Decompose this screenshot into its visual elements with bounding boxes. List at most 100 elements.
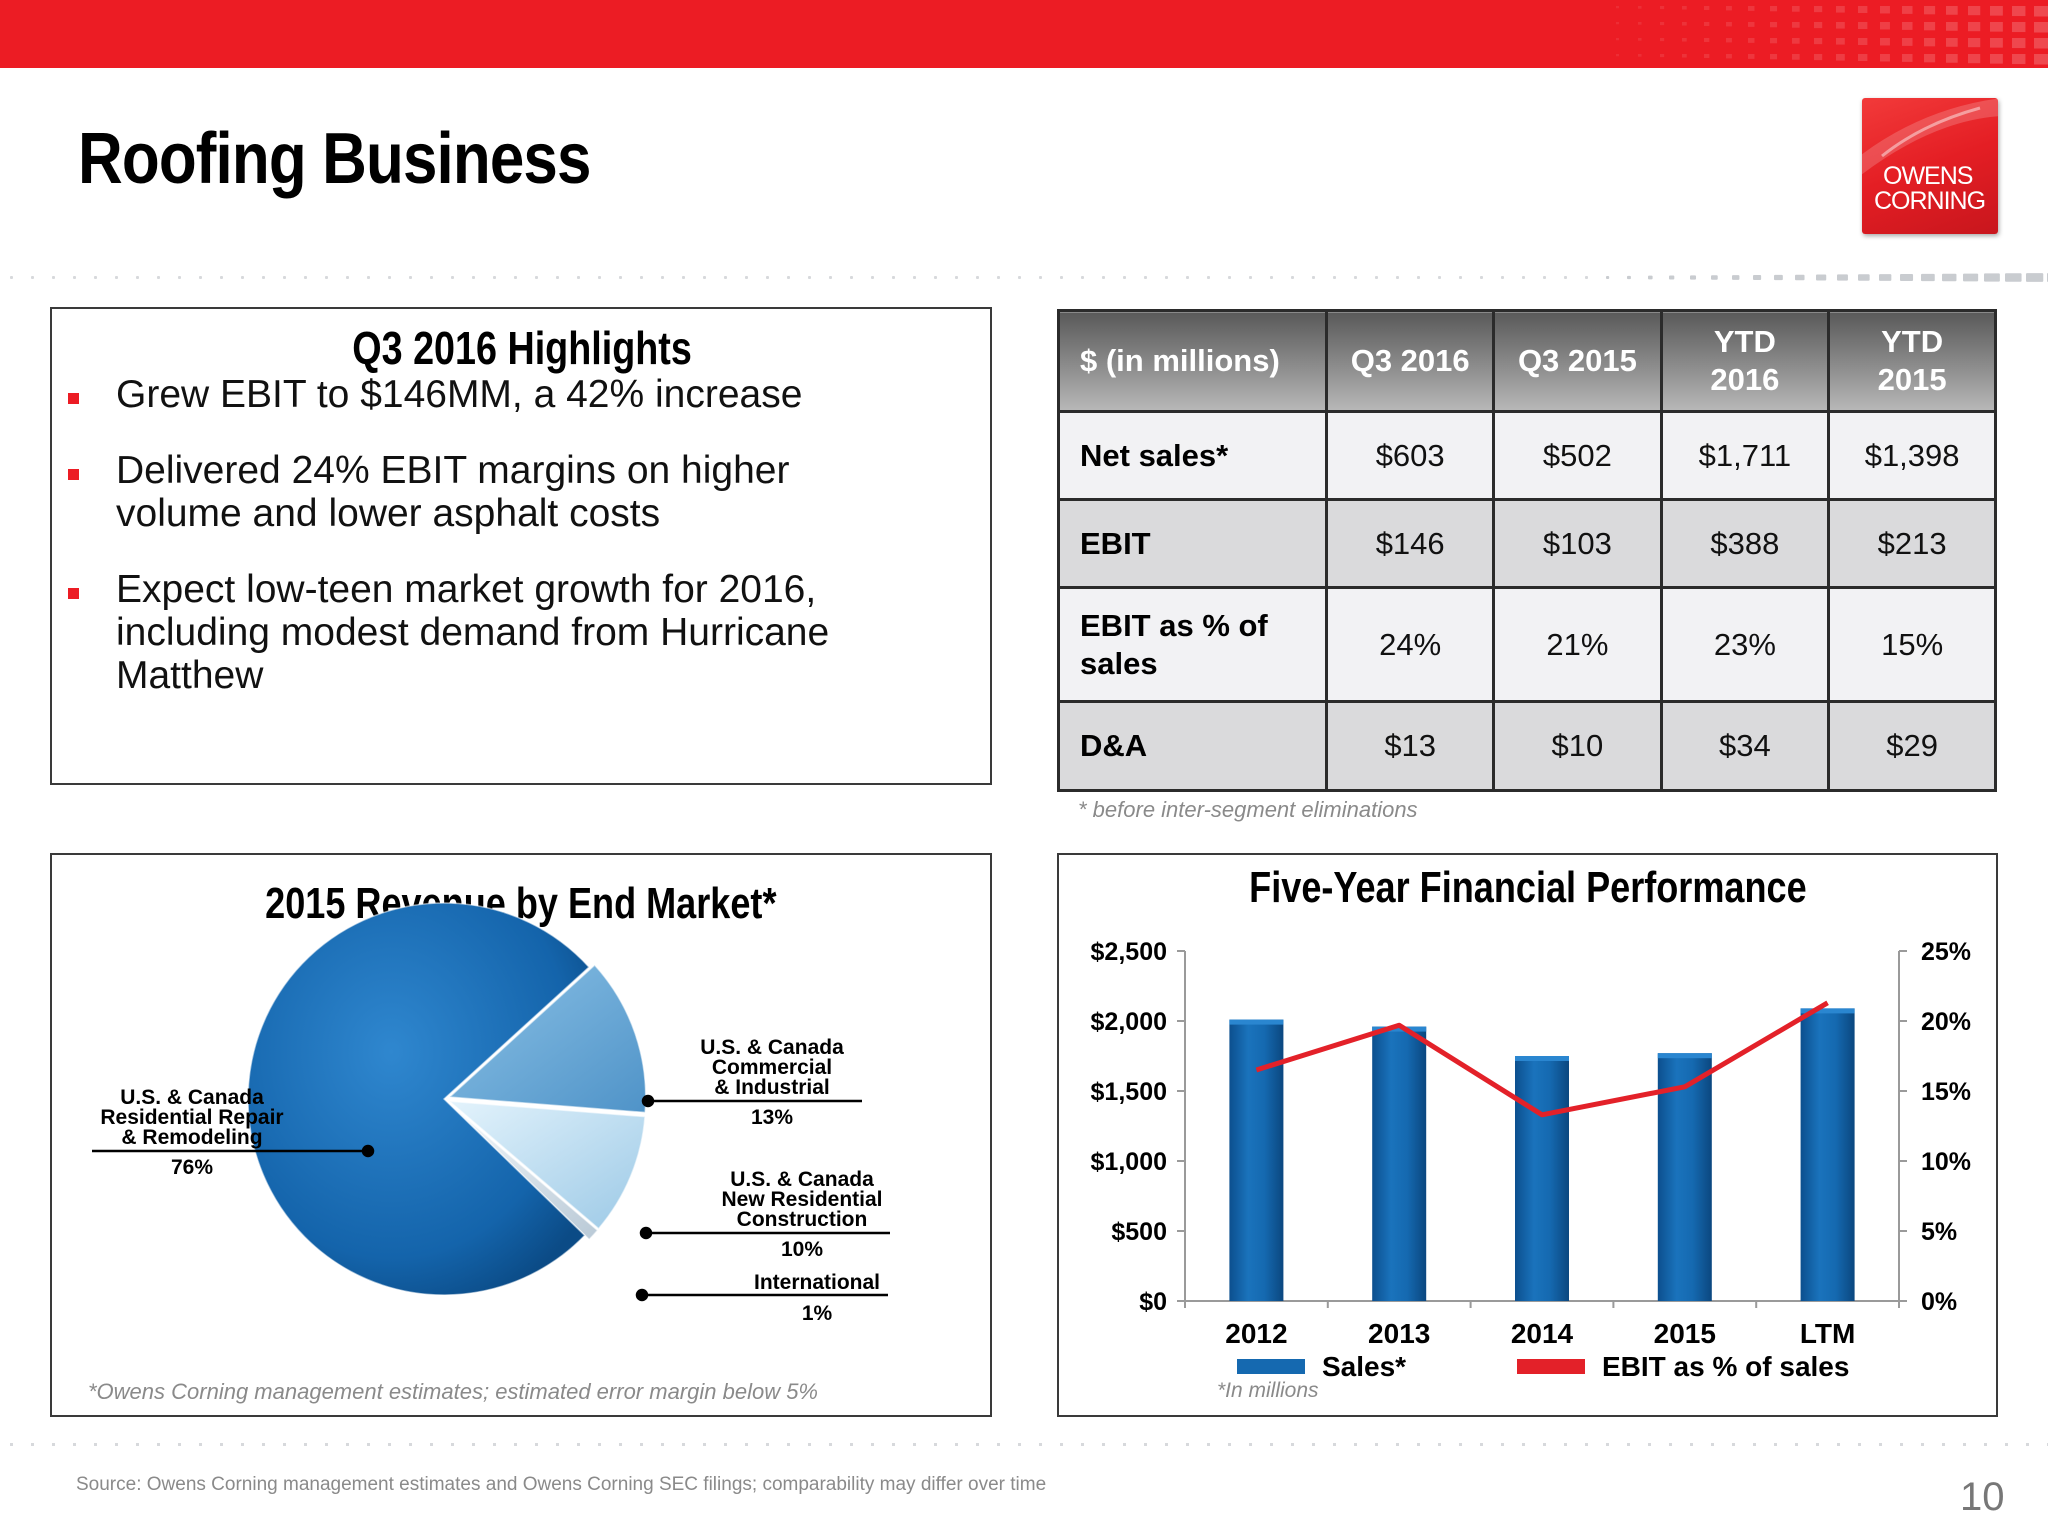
divider-dot <box>451 276 454 279</box>
row-label: EBIT <box>1056 498 1329 589</box>
divider-dot <box>1060 1443 1063 1446</box>
divider-dot <box>367 1443 370 1446</box>
divider-dot <box>682 1443 685 1446</box>
banner-dot <box>1660 6 1665 10</box>
divider-dot <box>976 276 979 279</box>
divider-dot <box>430 276 433 279</box>
divider-dot <box>1375 1443 1378 1446</box>
banner-dot <box>1748 6 1755 11</box>
pie-slice-new-residential <box>447 1100 646 1230</box>
table-row: EBIT as % of sales 24% 21% 23% 15% <box>1056 586 1997 703</box>
y2-tick-label: 25% <box>1921 938 1971 966</box>
divider-dot <box>871 276 874 279</box>
banner-dot <box>1858 54 1868 62</box>
divider-dot <box>1711 1443 1714 1446</box>
divider-dot <box>1039 276 1042 279</box>
x-tick-label: 2014 <box>1511 1318 1574 1349</box>
divider-dot <box>94 1443 97 1446</box>
performance-footnote: *In millions <box>1217 1379 1319 1402</box>
banner-dot <box>1748 54 1755 59</box>
divider-dot <box>1543 1443 1546 1446</box>
divider-dot <box>514 276 517 279</box>
divider-dot <box>388 276 391 279</box>
divider-dot <box>1501 1443 1504 1446</box>
divider-dot <box>115 276 118 279</box>
divider-dot <box>934 276 937 279</box>
banner-dot <box>1704 22 1710 26</box>
divider-dot <box>1648 275 1653 280</box>
legend-label-ebit: EBIT as % of sales <box>1602 1351 1849 1382</box>
sales-bar <box>1657 1053 1712 1301</box>
banner-dot <box>1946 54 1958 63</box>
banner-dot <box>1836 54 1845 61</box>
banner-dot <box>1946 38 1958 47</box>
top-dotted-divider <box>10 273 2048 282</box>
logo-swoosh-icon <box>1862 98 1998 175</box>
banner-dot <box>1836 38 1845 45</box>
divider-dot <box>1585 1443 1588 1446</box>
sales-bar <box>1800 1008 1855 1301</box>
y2-tick-label: 5% <box>1921 1218 1957 1246</box>
divider-dot <box>325 1443 328 1446</box>
divider-dot <box>1669 275 1675 280</box>
banner-dot <box>1924 22 1936 31</box>
row-label: Net sales* <box>1056 410 1329 501</box>
divider-dot <box>955 1443 958 1446</box>
banner-dot <box>1660 38 1665 42</box>
divider-dot <box>556 1443 559 1446</box>
divider-dot <box>2026 1443 2029 1446</box>
banner-dot <box>1682 6 1687 10</box>
divider-dot <box>808 1443 811 1446</box>
divider-dot <box>1984 1443 1987 1446</box>
divider-dot <box>1186 276 1189 279</box>
sales-bars <box>1229 1008 1855 1301</box>
banner-dot <box>1682 22 1687 26</box>
divider-dot <box>1228 276 1231 279</box>
banner-dot <box>1990 54 2003 64</box>
pie-label-commercial: U.S. & Canada Commercial & Industrial 13… <box>700 1036 844 1129</box>
sales-bar <box>1515 1056 1569 1301</box>
divider-dot <box>1291 276 1294 279</box>
banner-dot <box>2034 22 2048 33</box>
divider-dot <box>808 276 811 279</box>
divider-dot <box>1837 1443 1840 1446</box>
table-cell: $103 <box>1492 498 1663 589</box>
divider-dot <box>493 276 496 279</box>
pie-slice-residential-repair <box>247 902 591 1296</box>
banner-dot <box>1638 6 1642 9</box>
divider-dot <box>472 1443 475 1446</box>
pie-footnote: *Owens Corning management estimates; est… <box>88 1379 818 1404</box>
divider-dot <box>1291 1443 1294 1446</box>
divider-dot <box>1795 1443 1798 1446</box>
logo-line1: OWENS <box>1883 162 1973 190</box>
divider-dot <box>52 1443 55 1446</box>
banner-dot <box>1880 22 1890 30</box>
divider-dot <box>1165 276 1168 279</box>
divider-dot <box>1522 1443 1525 1446</box>
divider-dot <box>829 276 832 279</box>
divider-dot <box>1249 276 1252 279</box>
divider-dot <box>472 276 475 279</box>
divider-dot <box>1354 1443 1357 1446</box>
divider-dot <box>703 1443 706 1446</box>
divider-dot <box>52 276 55 279</box>
banner-dot <box>1858 38 1868 46</box>
divider-dot <box>283 1443 286 1446</box>
divider-dot <box>73 276 76 279</box>
divider-dot <box>1690 1443 1693 1446</box>
banner-dot <box>1924 38 1936 47</box>
divider-dot <box>1165 1443 1168 1446</box>
banner-dot <box>2034 6 2048 17</box>
divider-dot <box>1774 1443 1777 1446</box>
banner-dot <box>1792 6 1800 12</box>
divider-dot <box>1921 1443 1924 1446</box>
table-cell: 21% <box>1492 586 1663 703</box>
table-header-cell: Q3 2016 <box>1325 309 1496 413</box>
divider-dot <box>1270 1443 1273 1446</box>
table-footnote: * before inter-segment eliminations <box>1078 797 1418 822</box>
divider-dot <box>241 1443 244 1446</box>
divider-dot <box>1060 276 1063 279</box>
divider-dot <box>871 1443 874 1446</box>
highlights-box: Q3 2016 Highlights Grew EBIT to $146MM, … <box>50 307 992 785</box>
divider-dot <box>850 276 853 279</box>
